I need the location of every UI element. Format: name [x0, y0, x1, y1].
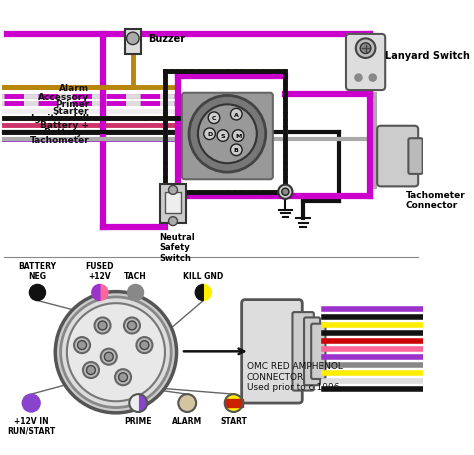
- Text: Accessory: Accessory: [38, 93, 89, 101]
- Circle shape: [115, 369, 131, 385]
- FancyBboxPatch shape: [165, 192, 181, 214]
- Wedge shape: [129, 394, 138, 412]
- Text: Lanyard Switch: Lanyard Switch: [385, 51, 470, 61]
- Text: Tachometer: Tachometer: [29, 135, 89, 144]
- Text: BATTERY
NEG: BATTERY NEG: [18, 261, 56, 280]
- Text: Primer: Primer: [55, 100, 89, 109]
- FancyBboxPatch shape: [292, 313, 314, 391]
- Circle shape: [101, 349, 117, 365]
- Circle shape: [22, 394, 40, 412]
- Wedge shape: [100, 285, 108, 301]
- Circle shape: [169, 186, 177, 195]
- Text: OMC RED AMPHENOL
CONNECTOR
Used prior to c.1996: OMC RED AMPHENOL CONNECTOR Used prior to…: [247, 361, 343, 391]
- FancyBboxPatch shape: [304, 318, 320, 385]
- Circle shape: [118, 373, 128, 382]
- Circle shape: [369, 75, 376, 82]
- Circle shape: [169, 217, 177, 226]
- Circle shape: [278, 185, 292, 199]
- Wedge shape: [138, 394, 147, 412]
- Circle shape: [230, 109, 242, 121]
- Text: START: START: [220, 415, 247, 425]
- Circle shape: [232, 131, 244, 142]
- Circle shape: [74, 337, 90, 354]
- Text: C: C: [212, 116, 216, 121]
- Circle shape: [67, 303, 165, 401]
- Circle shape: [98, 321, 107, 330]
- Text: Tachometer
Connector: Tachometer Connector: [406, 191, 465, 210]
- Circle shape: [29, 285, 46, 301]
- FancyBboxPatch shape: [160, 184, 186, 223]
- Circle shape: [137, 337, 153, 354]
- Text: Buzzer: Buzzer: [148, 34, 185, 44]
- Circle shape: [189, 96, 266, 173]
- Circle shape: [61, 297, 171, 408]
- Circle shape: [356, 39, 375, 59]
- Circle shape: [86, 366, 95, 375]
- Circle shape: [208, 113, 220, 124]
- Text: TACH: TACH: [124, 271, 147, 280]
- Text: +12V IN
RUN/START: +12V IN RUN/START: [7, 415, 55, 435]
- Bar: [225, 399, 243, 407]
- FancyBboxPatch shape: [182, 94, 273, 180]
- FancyBboxPatch shape: [409, 139, 423, 175]
- Text: Battery +: Battery +: [40, 121, 89, 130]
- Text: KILL GND: KILL GND: [183, 271, 223, 280]
- Circle shape: [217, 131, 229, 142]
- Circle shape: [230, 145, 242, 156]
- Circle shape: [83, 362, 99, 378]
- Circle shape: [225, 394, 243, 412]
- Text: B: B: [234, 148, 239, 153]
- Text: S: S: [220, 134, 225, 139]
- FancyBboxPatch shape: [125, 30, 141, 56]
- Circle shape: [94, 318, 110, 334]
- Text: Starter: Starter: [53, 107, 89, 116]
- Circle shape: [140, 341, 149, 350]
- Text: Neutral
Safety
Switch: Neutral Safety Switch: [160, 233, 195, 262]
- Wedge shape: [195, 285, 203, 301]
- Text: ALARM: ALARM: [172, 415, 202, 425]
- Text: Ignition kill: Ignition kill: [31, 114, 89, 123]
- Circle shape: [360, 44, 371, 55]
- Text: Battery -: Battery -: [44, 128, 89, 137]
- Text: D: D: [207, 132, 212, 137]
- Circle shape: [78, 341, 86, 350]
- Circle shape: [178, 394, 196, 412]
- Circle shape: [355, 75, 362, 82]
- Circle shape: [128, 285, 144, 301]
- Circle shape: [282, 189, 289, 196]
- FancyBboxPatch shape: [311, 324, 326, 379]
- Circle shape: [55, 292, 176, 413]
- Text: M: M: [235, 134, 241, 139]
- Text: FUSED
+12V: FUSED +12V: [86, 261, 114, 280]
- Circle shape: [128, 321, 137, 330]
- Text: Alarm: Alarm: [59, 84, 89, 93]
- Circle shape: [198, 105, 257, 164]
- Circle shape: [104, 353, 113, 361]
- Text: A: A: [234, 112, 239, 117]
- Circle shape: [124, 318, 140, 334]
- Text: PRIME: PRIME: [125, 415, 152, 425]
- Circle shape: [204, 129, 215, 140]
- Wedge shape: [92, 285, 100, 301]
- Circle shape: [127, 33, 139, 46]
- FancyBboxPatch shape: [242, 300, 302, 403]
- FancyBboxPatch shape: [377, 126, 418, 187]
- FancyBboxPatch shape: [346, 35, 385, 91]
- Wedge shape: [203, 285, 211, 301]
